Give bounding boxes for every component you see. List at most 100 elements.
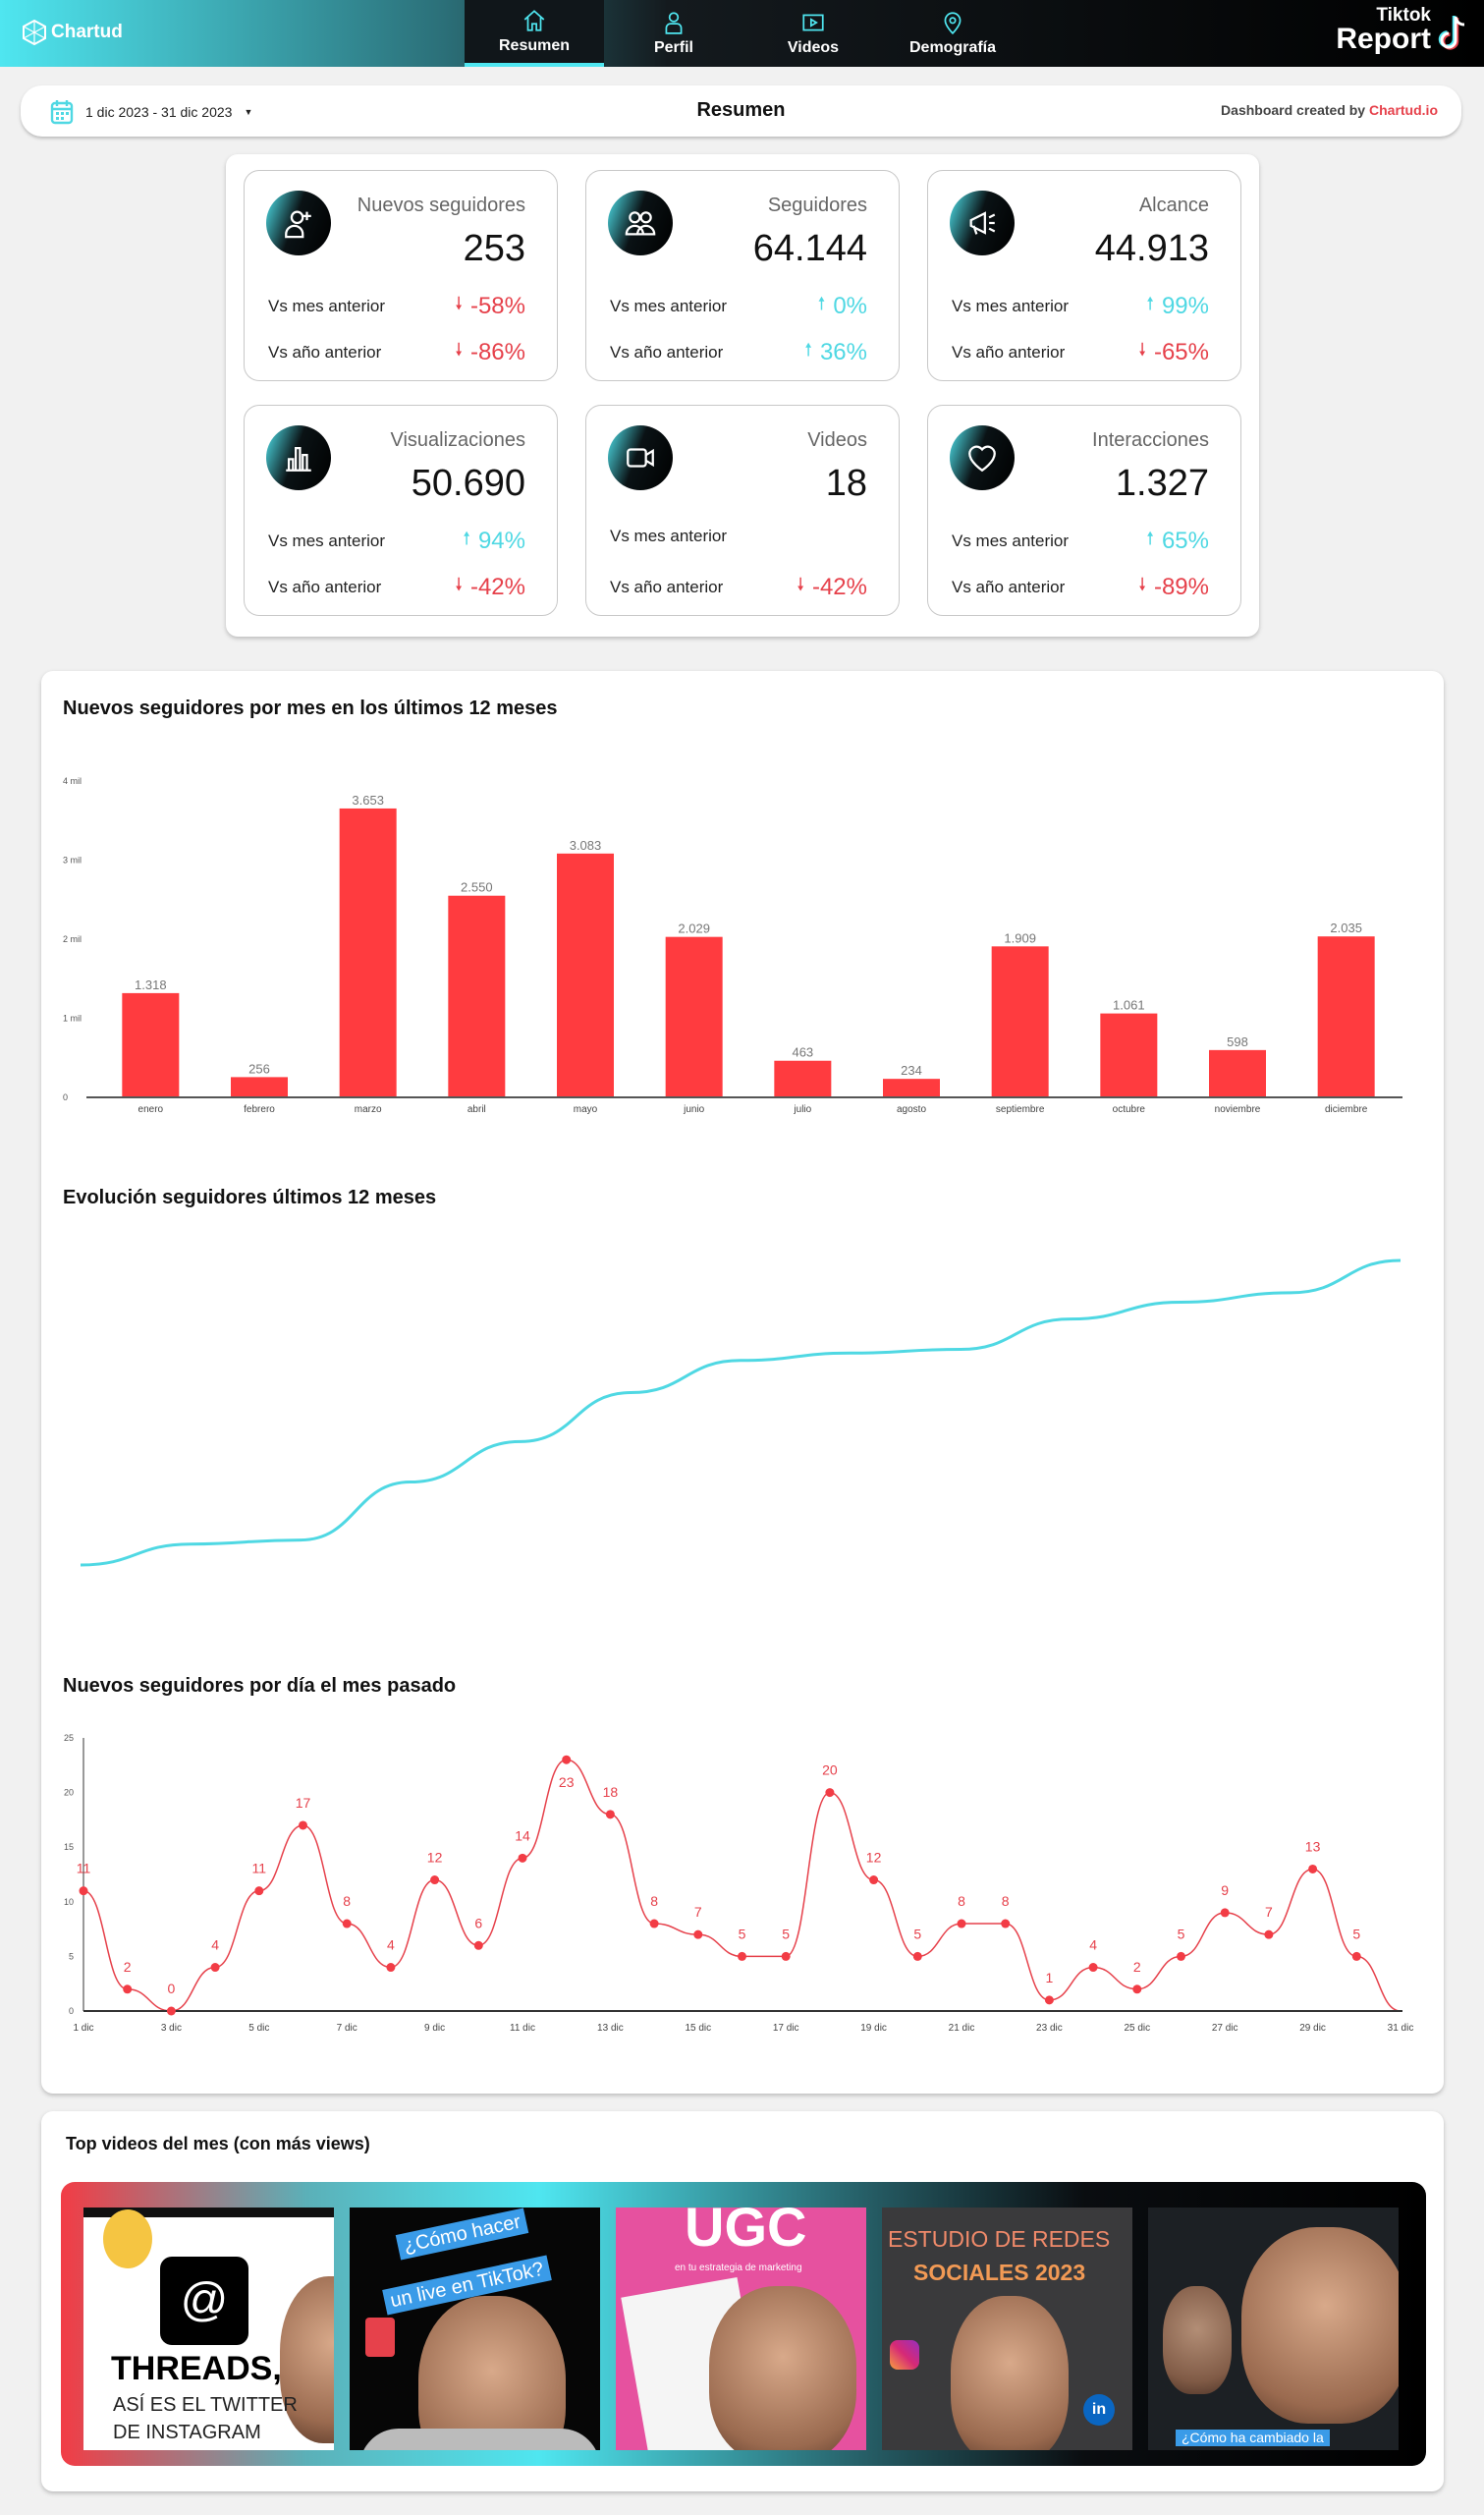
megaphone-icon bbox=[950, 191, 1015, 255]
comparison-value: 🠕 36% bbox=[804, 338, 867, 367]
evolution-line-chart bbox=[80, 1258, 1402, 1567]
comparison-label: Vs mes anterior bbox=[610, 297, 728, 315]
y-tick-label: 10 bbox=[64, 1897, 74, 1907]
video-thumbnail[interactable]: ESTUDIO DE REDES SOCIALES 2023 in bbox=[882, 2208, 1132, 2450]
x-tick-label: 7 dic bbox=[337, 2023, 357, 2034]
daily-line bbox=[82, 1759, 1402, 2012]
bar-value-label: 2.029 bbox=[678, 922, 710, 936]
data-label: 12 bbox=[866, 1850, 882, 1866]
bar-value-label: 256 bbox=[248, 1061, 270, 1076]
data-label: 4 bbox=[387, 1937, 395, 1953]
data-point bbox=[825, 1788, 835, 1798]
x-tick-label: 9 dic bbox=[424, 2023, 445, 2034]
y-tick-label: 25 bbox=[64, 1733, 74, 1743]
data-point bbox=[518, 1853, 527, 1863]
comparison-label: Vs año anterior bbox=[610, 578, 724, 596]
x-tick-label: 29 dic bbox=[1299, 2023, 1326, 2034]
bar bbox=[557, 853, 614, 1097]
chartud-link[interactable]: Chartud.io bbox=[1369, 102, 1438, 118]
logo-text: Chartud bbox=[51, 22, 123, 42]
home-icon bbox=[523, 10, 545, 31]
user-icon bbox=[665, 12, 683, 34]
comparison-value: 🠗 -86% bbox=[455, 338, 525, 367]
comparison-pct: 94% bbox=[477, 528, 525, 554]
kpi-comparison-row: Vs año anterior 🠕 36% bbox=[610, 338, 867, 367]
kpi-card-alcance: Alcance 44.913 Vs mes anterior 🠕 99% Vs año … bbox=[927, 170, 1241, 381]
nav-demografia[interactable]: Demografía bbox=[883, 0, 1022, 67]
thumbnail-text: DE INSTAGRAM bbox=[113, 2422, 261, 2443]
comparison-pct: 0% bbox=[833, 293, 867, 319]
brand-bottom: Report bbox=[1336, 23, 1431, 55]
thumbnail-text: UGC bbox=[685, 2208, 807, 2258]
dropdown-arrow-icon: ▼ bbox=[244, 107, 253, 117]
data-point bbox=[1177, 1951, 1185, 1961]
comparison-label: Vs año anterior bbox=[268, 343, 382, 362]
arrow-up-icon: 🠕 bbox=[463, 529, 470, 548]
thumbnail-text: THREADS, bbox=[111, 2350, 282, 2387]
data-label: 5 bbox=[739, 1926, 746, 1941]
kpi-comparison-row: Vs mes anterior 🠕 65% bbox=[952, 527, 1209, 556]
comparison-label: Vs mes anterior bbox=[952, 531, 1070, 550]
kpi-comparison-row: Vs mes anterior 🠕 0% bbox=[610, 292, 867, 321]
x-tick-label: 11 dic bbox=[510, 2023, 535, 2034]
y-tick-label: 15 bbox=[64, 1842, 74, 1852]
data-point bbox=[166, 2006, 176, 2016]
video-thumbnail[interactable]: @ THREADS, ASÍ ES EL TWITTER DE INSTAGRA… bbox=[83, 2208, 334, 2450]
nav-resumen[interactable]: Resumen bbox=[465, 0, 604, 67]
users-icon bbox=[608, 191, 673, 255]
y-tick-label: 1 mil bbox=[63, 1014, 82, 1024]
data-point bbox=[562, 1755, 572, 1764]
comparison-value: 🠗 -65% bbox=[1138, 338, 1209, 367]
y-tick-label: 4 mil bbox=[63, 776, 82, 786]
kpi-title: Alcance bbox=[1138, 195, 1209, 216]
credit-text: Dashboard created by bbox=[1221, 102, 1366, 118]
video-thumbnail[interactable]: ¿Cómo ha cambiado la bbox=[1148, 2208, 1399, 2450]
nav-videos[interactable]: Videos bbox=[743, 0, 883, 67]
data-label: 4 bbox=[211, 1937, 219, 1953]
data-point bbox=[1088, 1963, 1098, 1973]
tiktok-logo-icon bbox=[1438, 16, 1465, 50]
video-camera-icon bbox=[608, 425, 673, 490]
x-tick-label: diciembre bbox=[1325, 1104, 1368, 1115]
thumbnail-text: ESTUDIO DE REDES bbox=[888, 2226, 1111, 2252]
data-label: 20 bbox=[822, 1762, 838, 1778]
video-thumbnail[interactable]: UGC en tu estrategia de marketing bbox=[616, 2208, 866, 2450]
kpi-comparison-row: Vs año anterior 🠗 -89% bbox=[952, 573, 1209, 602]
comparison-label: Vs año anterior bbox=[268, 578, 382, 596]
data-point bbox=[649, 1919, 659, 1928]
data-label: 9 bbox=[1221, 1882, 1229, 1898]
data-point bbox=[957, 1919, 966, 1928]
x-tick-label: noviembre bbox=[1215, 1104, 1261, 1115]
data-point bbox=[299, 1820, 307, 1830]
date-range-picker[interactable]: 1 dic 2023 - 31 dic 2023 ▼ bbox=[50, 99, 252, 125]
comparison-pct: 36% bbox=[819, 339, 867, 365]
comparison-pct: -42% bbox=[811, 574, 867, 600]
bar bbox=[339, 808, 397, 1097]
data-label: 23 bbox=[559, 1774, 575, 1790]
bar-value-label: 2.035 bbox=[1330, 921, 1362, 935]
bar-value-label: 1.909 bbox=[1004, 930, 1036, 945]
data-label: 8 bbox=[650, 1893, 658, 1909]
x-tick-label: 13 dic bbox=[597, 2023, 624, 2034]
data-label: 0 bbox=[168, 1981, 176, 1996]
nav-perfil[interactable]: Perfil bbox=[604, 0, 743, 67]
comparison-value: 🠕 94% bbox=[463, 527, 525, 556]
data-label: 1 bbox=[1046, 1970, 1054, 1985]
data-point bbox=[386, 1963, 396, 1973]
kpi-card-visualizaciones: Visualizaciones 50.690 Vs mes anterior 🠕 94… bbox=[244, 405, 558, 616]
comparison-pct: -89% bbox=[1153, 574, 1209, 600]
video-thumbnail[interactable]: ¿Cómo hacer un live en TikTok? bbox=[350, 2208, 600, 2450]
comparison-value: 🠕 0% bbox=[818, 292, 867, 321]
kpi-value: 64.144 bbox=[752, 228, 867, 269]
x-tick-label: enero bbox=[138, 1104, 164, 1115]
data-point bbox=[1001, 1919, 1011, 1928]
comparison-label: Vs mes anterior bbox=[610, 527, 728, 545]
arrow-down-icon: 🠗 bbox=[1138, 340, 1146, 360]
chartud-logo[interactable]: Chartud bbox=[22, 20, 123, 45]
comparison-pct: 99% bbox=[1161, 293, 1209, 319]
x-tick-label: 27 dic bbox=[1212, 2023, 1238, 2034]
x-tick-label: 3 dic bbox=[161, 2023, 182, 2034]
data-label: 6 bbox=[474, 1915, 482, 1930]
kpi-value: 18 bbox=[825, 463, 867, 504]
thumbnail-text: ¿Cómo hacer bbox=[395, 2208, 529, 2261]
